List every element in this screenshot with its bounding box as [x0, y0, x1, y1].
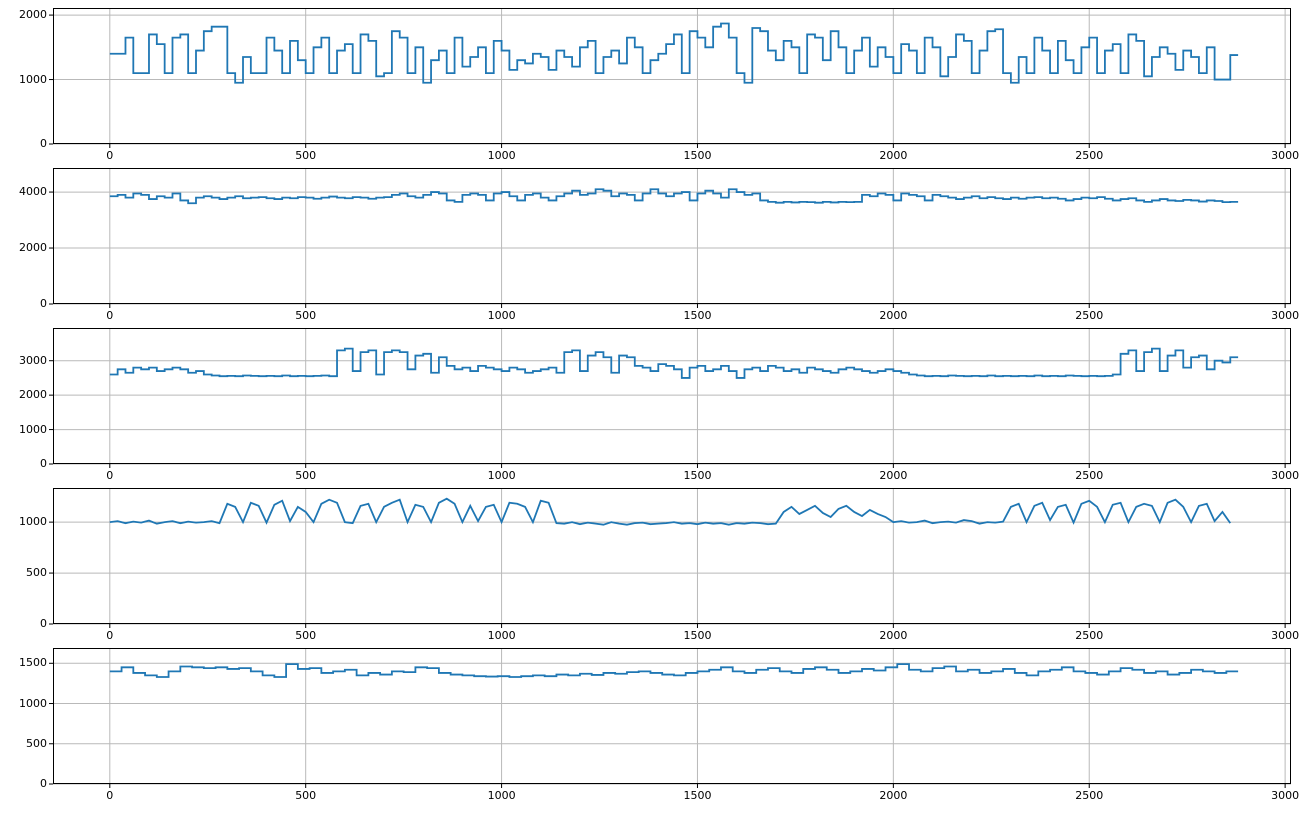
x-tick-label: 1000: [487, 469, 516, 482]
x-tick-label: 1000: [487, 149, 516, 162]
x-tick-label: 2000: [879, 469, 908, 482]
x-tick-label: 1500: [683, 629, 712, 642]
y-tick-label: 1500: [19, 656, 47, 670]
y-tick-label: 0: [40, 137, 47, 150]
x-tick-label: 3000: [1271, 629, 1300, 642]
x-tick-label: 0: [106, 629, 114, 642]
x-tick-label: 1000: [487, 629, 516, 642]
y-tick-label: 1000: [19, 422, 47, 436]
y-tick-label: 0: [40, 297, 47, 310]
y-tick-label: 500: [26, 566, 47, 580]
x-tick-label: 2000: [879, 789, 908, 802]
x-tick-label: 3000: [1271, 789, 1300, 802]
y-tick-label: 500: [26, 736, 47, 750]
x-tick-label: 500: [295, 789, 317, 802]
axes-frame: [53, 328, 1291, 464]
x-tick-label: 3000: [1271, 469, 1300, 482]
series-line: [109, 497, 1232, 526]
y-tick-label: 4000: [19, 185, 47, 199]
x-tick-label: 3000: [1271, 309, 1300, 322]
x-tick-label: 1000: [487, 309, 516, 322]
y-tick-label: 1000: [19, 515, 47, 529]
y-tick-label: 0: [40, 777, 47, 790]
subplot-2-axes: [49, 168, 1291, 308]
y-tick-label: 2000: [19, 8, 47, 22]
subplot-3-axes: [49, 328, 1291, 468]
axes-frame: [53, 8, 1291, 144]
series-line: [109, 663, 1239, 678]
subplot-5-axes: [49, 648, 1291, 788]
x-tick-label: 3000: [1271, 149, 1300, 162]
y-tick-label: 0: [40, 617, 47, 630]
x-tick-label: 2500: [1075, 149, 1104, 162]
axes-frame: [53, 648, 1291, 784]
x-tick-label: 500: [295, 629, 317, 642]
x-tick-label: 2500: [1075, 309, 1104, 322]
x-tick-label: 1500: [683, 789, 712, 802]
y-tick-label: 0: [40, 457, 47, 470]
x-tick-label: 2000: [879, 309, 908, 322]
x-tick-label: 500: [295, 149, 317, 162]
y-tick-label: 2000: [19, 388, 47, 402]
x-tick-label: 500: [295, 469, 317, 482]
x-tick-label: 0: [106, 469, 114, 482]
x-tick-label: 1500: [683, 149, 712, 162]
y-tick-label: 1000: [19, 72, 47, 86]
x-tick-label: 2500: [1075, 629, 1104, 642]
x-tick-label: 2500: [1075, 789, 1104, 802]
y-tick-label: 3000: [19, 353, 47, 367]
x-tick-label: 2000: [879, 629, 908, 642]
series-line: [109, 347, 1239, 379]
x-tick-label: 0: [106, 789, 114, 802]
x-tick-label: 1500: [683, 469, 712, 482]
x-tick-label: 2000: [879, 149, 908, 162]
axes-frame: [53, 488, 1291, 624]
series-line: [109, 22, 1239, 84]
x-tick-label: 1000: [487, 789, 516, 802]
series-line: [109, 188, 1239, 205]
x-tick-label: 0: [106, 309, 114, 322]
subplot-4-axes: [49, 488, 1291, 628]
y-tick-label: 2000: [19, 241, 47, 255]
x-tick-label: 2500: [1075, 469, 1104, 482]
subplot-1-axes: [49, 8, 1291, 148]
axes-frame: [53, 168, 1291, 304]
y-tick-label: 1000: [19, 696, 47, 710]
x-tick-label: 500: [295, 309, 317, 322]
x-tick-label: 1500: [683, 309, 712, 322]
x-tick-label: 0: [106, 149, 114, 162]
